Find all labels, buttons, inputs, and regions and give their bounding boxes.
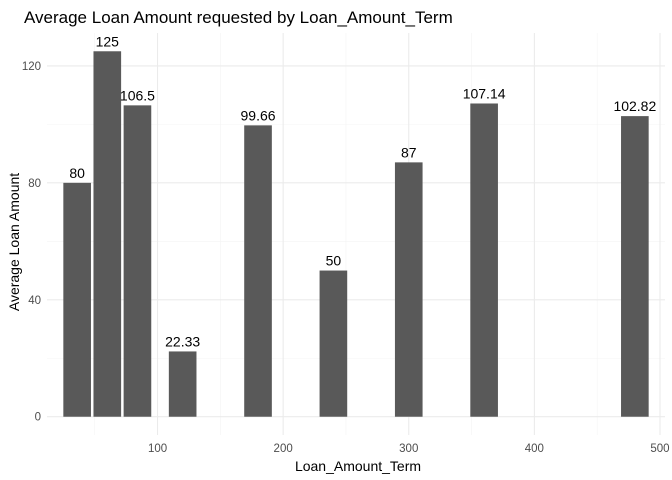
x-tick-label: 400 xyxy=(525,443,544,455)
bar-value-label: 102.82 xyxy=(613,98,656,114)
bar xyxy=(244,125,272,417)
x-tick-label: 200 xyxy=(274,443,293,455)
bar-labels: 80 125 106.5 22.33 99.66 50 87 107.14 102.82 xyxy=(69,33,656,349)
bar xyxy=(621,116,649,417)
bar xyxy=(123,105,152,417)
x-tick-label: 500 xyxy=(650,443,669,455)
bar-value-label: 87 xyxy=(401,144,417,160)
bar xyxy=(93,51,122,417)
y-tick-label: 40 xyxy=(28,295,41,307)
bar xyxy=(470,103,498,417)
bar-value-label: 99.66 xyxy=(241,107,276,123)
bar xyxy=(168,351,197,417)
bar xyxy=(63,182,91,417)
bars xyxy=(63,51,649,417)
y-axis-ticks: 0 40 80 120 xyxy=(22,61,41,424)
bar-value-label: 106.5 xyxy=(120,87,155,103)
bar xyxy=(394,162,423,417)
x-axis-ticks: 100 200 300 400 500 xyxy=(148,443,670,455)
y-tick-label: 0 xyxy=(35,412,41,424)
bar-value-label: 107.14 xyxy=(463,85,506,101)
x-tick-label: 100 xyxy=(148,443,167,455)
y-tick-label: 120 xyxy=(22,61,41,73)
bar-value-label: 80 xyxy=(69,165,85,181)
y-axis-title: Average Loan Amount xyxy=(6,173,22,311)
x-tick-label: 300 xyxy=(399,443,418,455)
y-tick-label: 80 xyxy=(28,178,41,190)
bar-value-label: 50 xyxy=(326,253,342,269)
bar xyxy=(319,270,348,417)
chart-title: Average Loan Amount requested by Loan_Am… xyxy=(24,8,453,27)
bar-value-label: 22.33 xyxy=(165,333,200,349)
x-axis-title: Loan_Amount_Term xyxy=(295,458,421,474)
bar-value-label: 125 xyxy=(96,33,120,49)
